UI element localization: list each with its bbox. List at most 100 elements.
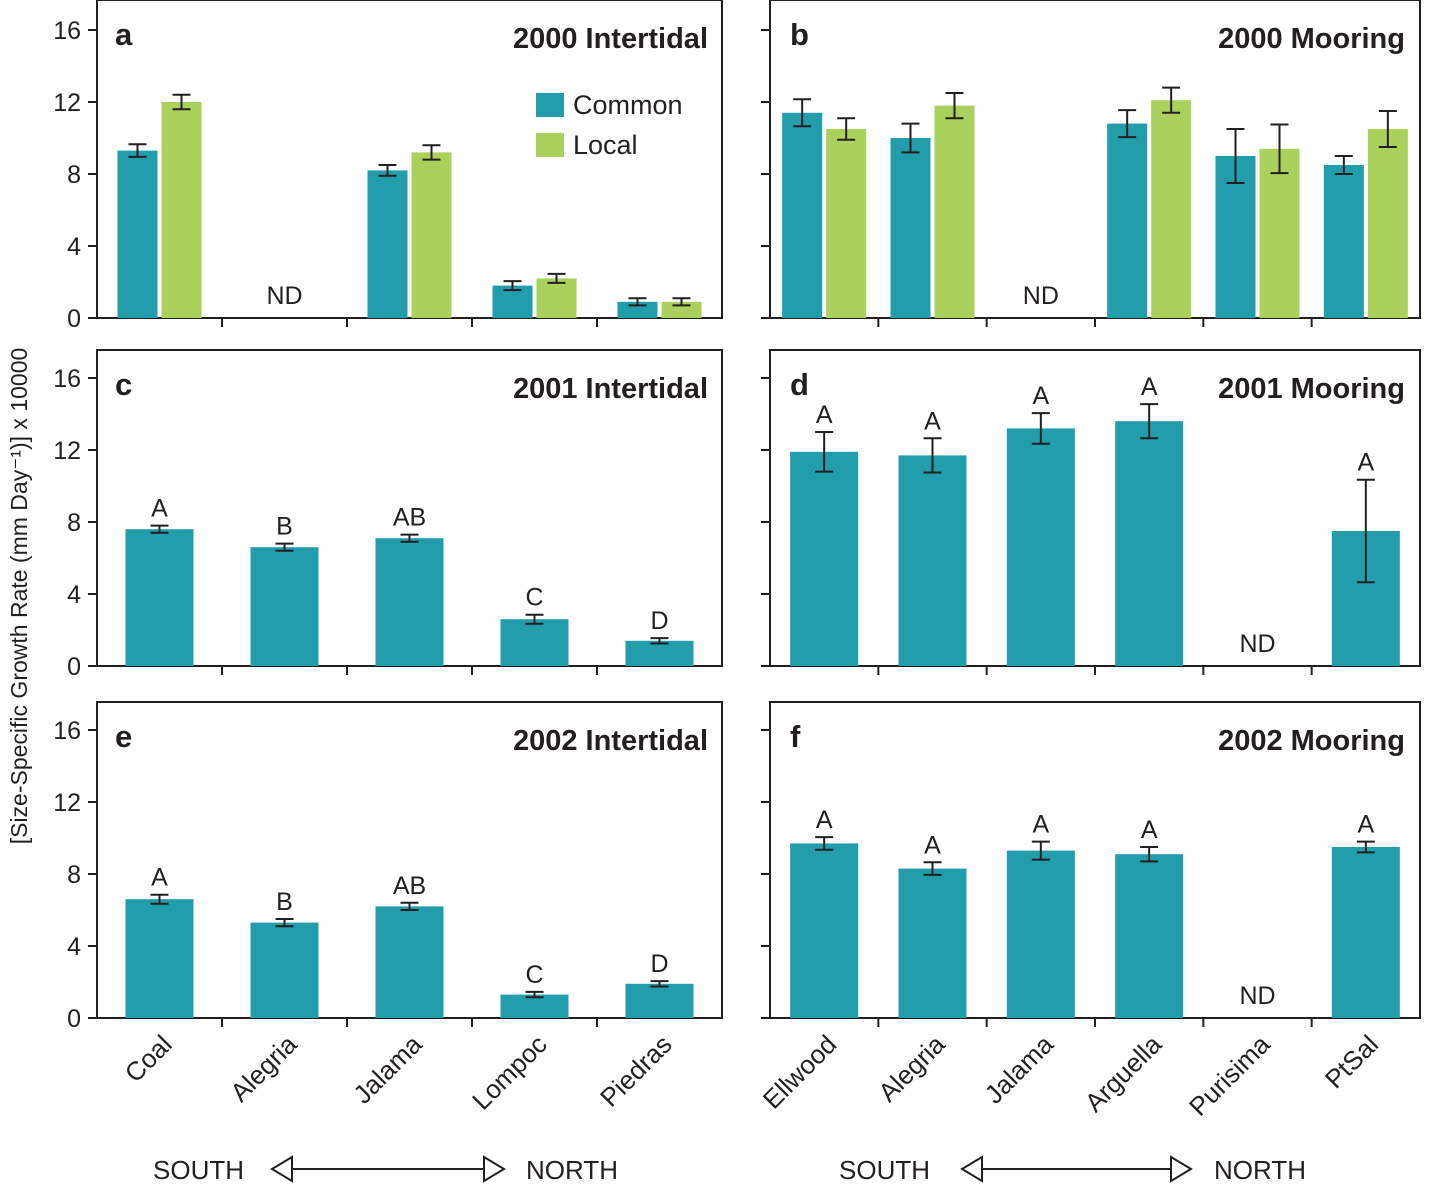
panel-title: 2002 Intertidal bbox=[513, 725, 708, 757]
panel-a: 0 4 8 12 16 a 2000 Intertidal ND Common Local bbox=[53, 0, 723, 333]
panel-title: 2002 Mooring bbox=[1218, 725, 1405, 757]
y-tick-label: 12 bbox=[53, 89, 81, 117]
category-label: Arguella bbox=[1079, 1029, 1168, 1118]
panel-letter: c bbox=[115, 367, 132, 402]
category-label: Lompoc bbox=[466, 1029, 553, 1116]
no-data-label: ND bbox=[1023, 282, 1059, 310]
y-tick-label: 16 bbox=[53, 17, 81, 45]
panel-title: 2001 Mooring bbox=[1218, 373, 1405, 405]
category-label: PtSal bbox=[1319, 1029, 1384, 1094]
bar-common-lompoc bbox=[500, 994, 569, 1018]
bar-local-arguella bbox=[1151, 100, 1192, 318]
significance-label: A bbox=[151, 495, 168, 523]
significance-label: A bbox=[1357, 449, 1374, 477]
direction-arrowhead-north-left bbox=[483, 1155, 506, 1183]
bar-common-jalama bbox=[375, 538, 444, 666]
category-label: Alegria bbox=[872, 1029, 951, 1108]
panel-b: b 2000 Mooring ND bbox=[761, 0, 1421, 327]
bar-common-piedras bbox=[625, 983, 694, 1018]
x-direction-left: SOUTH NORTH bbox=[153, 1155, 618, 1184]
bar-local-ellwood bbox=[826, 129, 867, 318]
direction-arrowhead-south-right bbox=[960, 1155, 983, 1183]
y-tick-label: 12 bbox=[53, 437, 81, 465]
bar-common-jalama bbox=[1006, 428, 1075, 666]
significance-label: B bbox=[276, 888, 293, 916]
panel-letter: e bbox=[115, 719, 132, 754]
bar-common-ellwood bbox=[782, 112, 823, 318]
category-label: Jalama bbox=[347, 1029, 428, 1110]
legend-label-common: Common bbox=[573, 90, 683, 120]
north-label-left: NORTH bbox=[526, 1155, 618, 1184]
panel-title: 2000 Intertidal bbox=[513, 23, 708, 55]
y-tick-label: 12 bbox=[53, 789, 81, 817]
significance-label: A bbox=[1141, 373, 1158, 401]
bar-common-alegria bbox=[890, 138, 931, 318]
y-tick-label: 4 bbox=[67, 233, 81, 261]
y-tick-label: 0 bbox=[67, 305, 81, 333]
bar-common-jalama bbox=[367, 170, 408, 318]
bar-common-piedras bbox=[625, 640, 694, 666]
y-tick-label: 16 bbox=[53, 365, 81, 393]
panel-letter: b bbox=[790, 17, 809, 52]
significance-label: A bbox=[924, 831, 941, 859]
bar-common-arguella bbox=[1115, 854, 1184, 1018]
x-direction-right: SOUTH NORTH bbox=[839, 1155, 1306, 1184]
panel-title: 2001 Intertidal bbox=[513, 373, 708, 405]
category-label: Ellwood bbox=[757, 1029, 843, 1115]
bar-common-arguella bbox=[1107, 123, 1148, 318]
significance-label: D bbox=[650, 607, 668, 635]
significance-label: A bbox=[816, 401, 833, 429]
south-label-right: SOUTH bbox=[839, 1155, 930, 1184]
y-tick-label: 16 bbox=[53, 717, 81, 745]
bar-common-piedras bbox=[617, 301, 658, 318]
no-data-label: ND bbox=[266, 282, 302, 310]
y-tick-label: 4 bbox=[67, 581, 81, 609]
y-tick-label: 8 bbox=[67, 861, 81, 889]
bar-common-coal bbox=[117, 150, 158, 318]
panel-letter: a bbox=[115, 17, 133, 52]
bar-common-ptsal bbox=[1323, 165, 1364, 318]
panel-frame bbox=[96, 0, 723, 319]
bar-local-piedras bbox=[661, 301, 702, 318]
bar-local-jalama bbox=[411, 152, 452, 318]
legend-swatch-local bbox=[536, 133, 564, 157]
y-axis-label: [Size-Specific Growth Rate (mm Day⁻¹)] x… bbox=[6, 348, 32, 845]
panel-letter: d bbox=[790, 367, 809, 402]
panel-title: 2000 Mooring bbox=[1218, 23, 1405, 55]
no-data-label: ND bbox=[1239, 982, 1275, 1010]
significance-label: AB bbox=[393, 504, 426, 532]
significance-label: A bbox=[1032, 382, 1049, 410]
y-tick-label: 4 bbox=[67, 933, 81, 961]
bar-common-alegria bbox=[898, 868, 967, 1018]
category-label: Piedras bbox=[594, 1029, 678, 1113]
legend-swatch-common bbox=[536, 93, 564, 117]
bar-common-alegria bbox=[250, 547, 319, 666]
significance-label: A bbox=[816, 806, 833, 834]
bar-common-jalama bbox=[1006, 850, 1075, 1018]
category-label: Alegria bbox=[224, 1029, 303, 1108]
bar-common-coal bbox=[125, 899, 194, 1018]
bar-local-lompoc bbox=[536, 278, 577, 318]
significance-label: C bbox=[525, 961, 543, 989]
significance-label: AB bbox=[393, 872, 426, 900]
significance-label: C bbox=[525, 584, 543, 612]
bar-common-lompoc bbox=[500, 619, 569, 666]
significance-label: A bbox=[924, 407, 941, 435]
bar-local-purisima bbox=[1259, 148, 1300, 318]
significance-label: A bbox=[1141, 816, 1158, 844]
bar-common-ptsal bbox=[1331, 847, 1400, 1018]
y-tick-label: 0 bbox=[67, 1005, 81, 1033]
significance-label: A bbox=[1357, 811, 1374, 839]
category-label: Jalama bbox=[979, 1029, 1060, 1110]
panel-f: f 2002 Mooring A A A A A ND Ellwood Alegria Jalama… bbox=[757, 701, 1421, 1122]
bar-common-alegria bbox=[250, 922, 319, 1018]
bar-local-alegria bbox=[934, 105, 975, 318]
y-tick-label: 0 bbox=[67, 653, 81, 681]
south-label-left: SOUTH bbox=[153, 1155, 244, 1184]
bar-common-ellwood bbox=[790, 451, 859, 666]
bar-local-ptsal bbox=[1367, 129, 1408, 318]
significance-label: D bbox=[650, 950, 668, 978]
